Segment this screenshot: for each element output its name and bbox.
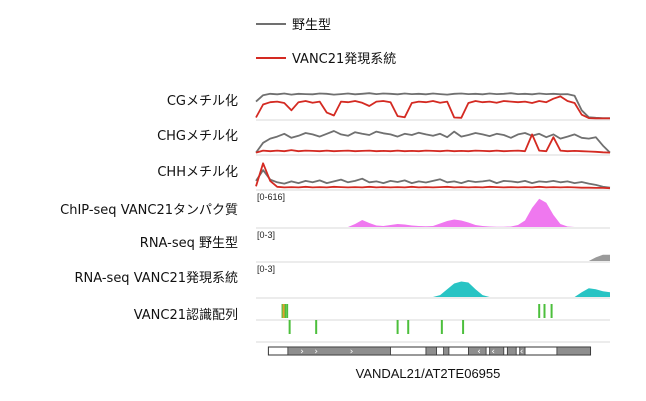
track-label-chg: CHGメチル化 <box>157 129 238 144</box>
track-label-rna-wt: RNA-seq 野生型 <box>140 236 238 251</box>
legend-wild-type-label: 野生型 <box>292 18 331 33</box>
range-label-rna-vanc: [0-3] <box>257 264 275 274</box>
gene-label: VANDAL21/AT2TE06955 <box>356 366 501 381</box>
track-motif <box>256 304 610 343</box>
gene-exon <box>425 346 437 356</box>
range-label-rna-wt: [0-3] <box>257 230 275 240</box>
track-chg <box>255 130 611 156</box>
gene-exon <box>489 346 505 356</box>
coverage-area <box>256 198 610 227</box>
strand-arrow: › <box>314 347 318 357</box>
track-label-chip: ChIP-seq VANC21タンパク質 <box>60 203 238 218</box>
track-panels <box>255 92 611 343</box>
track-chh <box>255 162 611 191</box>
gene-exon <box>443 346 450 356</box>
strand-arrow: ‹ <box>520 347 524 357</box>
gene-exon <box>467 346 487 356</box>
legend-vanc21-label: VANC21発現系統 <box>292 52 396 67</box>
gene-exon <box>506 346 517 356</box>
track-label-chh: CHHメチル化 <box>157 165 238 180</box>
range-label-chip: [0-616] <box>257 192 285 202</box>
track-rna-wt <box>256 254 610 263</box>
vanc21-methylation-line <box>255 133 611 154</box>
wild-type-methylation-line <box>255 169 611 189</box>
gene-exon <box>519 346 526 356</box>
track-label-motif: VANC21認識配列 <box>134 307 238 323</box>
track-cg <box>255 92 610 121</box>
strand-arrow: › <box>350 347 354 357</box>
vanc21-methylation-line <box>255 95 610 120</box>
vanc21-methylation-line <box>255 162 611 190</box>
gene-model: › › › ‹ ‹ ‹ <box>267 346 592 357</box>
gene-exon <box>556 346 591 356</box>
track-labels: CGメチル化 CHGメチル化 CHHメチル化 ChIP-seq VANC21タン… <box>60 94 238 323</box>
track-label-rna-vanc: RNA-seq VANC21発現系統 <box>74 271 238 286</box>
track-rna-vanc <box>256 281 610 299</box>
legend: 野生型 VANC21発現系統 <box>256 18 396 67</box>
track-label-cg: CGメチル化 <box>167 94 238 109</box>
coverage-area <box>256 281 610 297</box>
wild-type-methylation-line <box>255 92 610 119</box>
strand-arrow: › <box>300 347 304 357</box>
wild-type-methylation-line <box>255 130 611 154</box>
coverage-area <box>256 254 610 261</box>
gene-exon <box>287 346 391 356</box>
strand-arrow: ‹ <box>491 347 495 357</box>
track-chip <box>256 198 610 229</box>
strand-arrow: ‹ <box>477 347 481 357</box>
